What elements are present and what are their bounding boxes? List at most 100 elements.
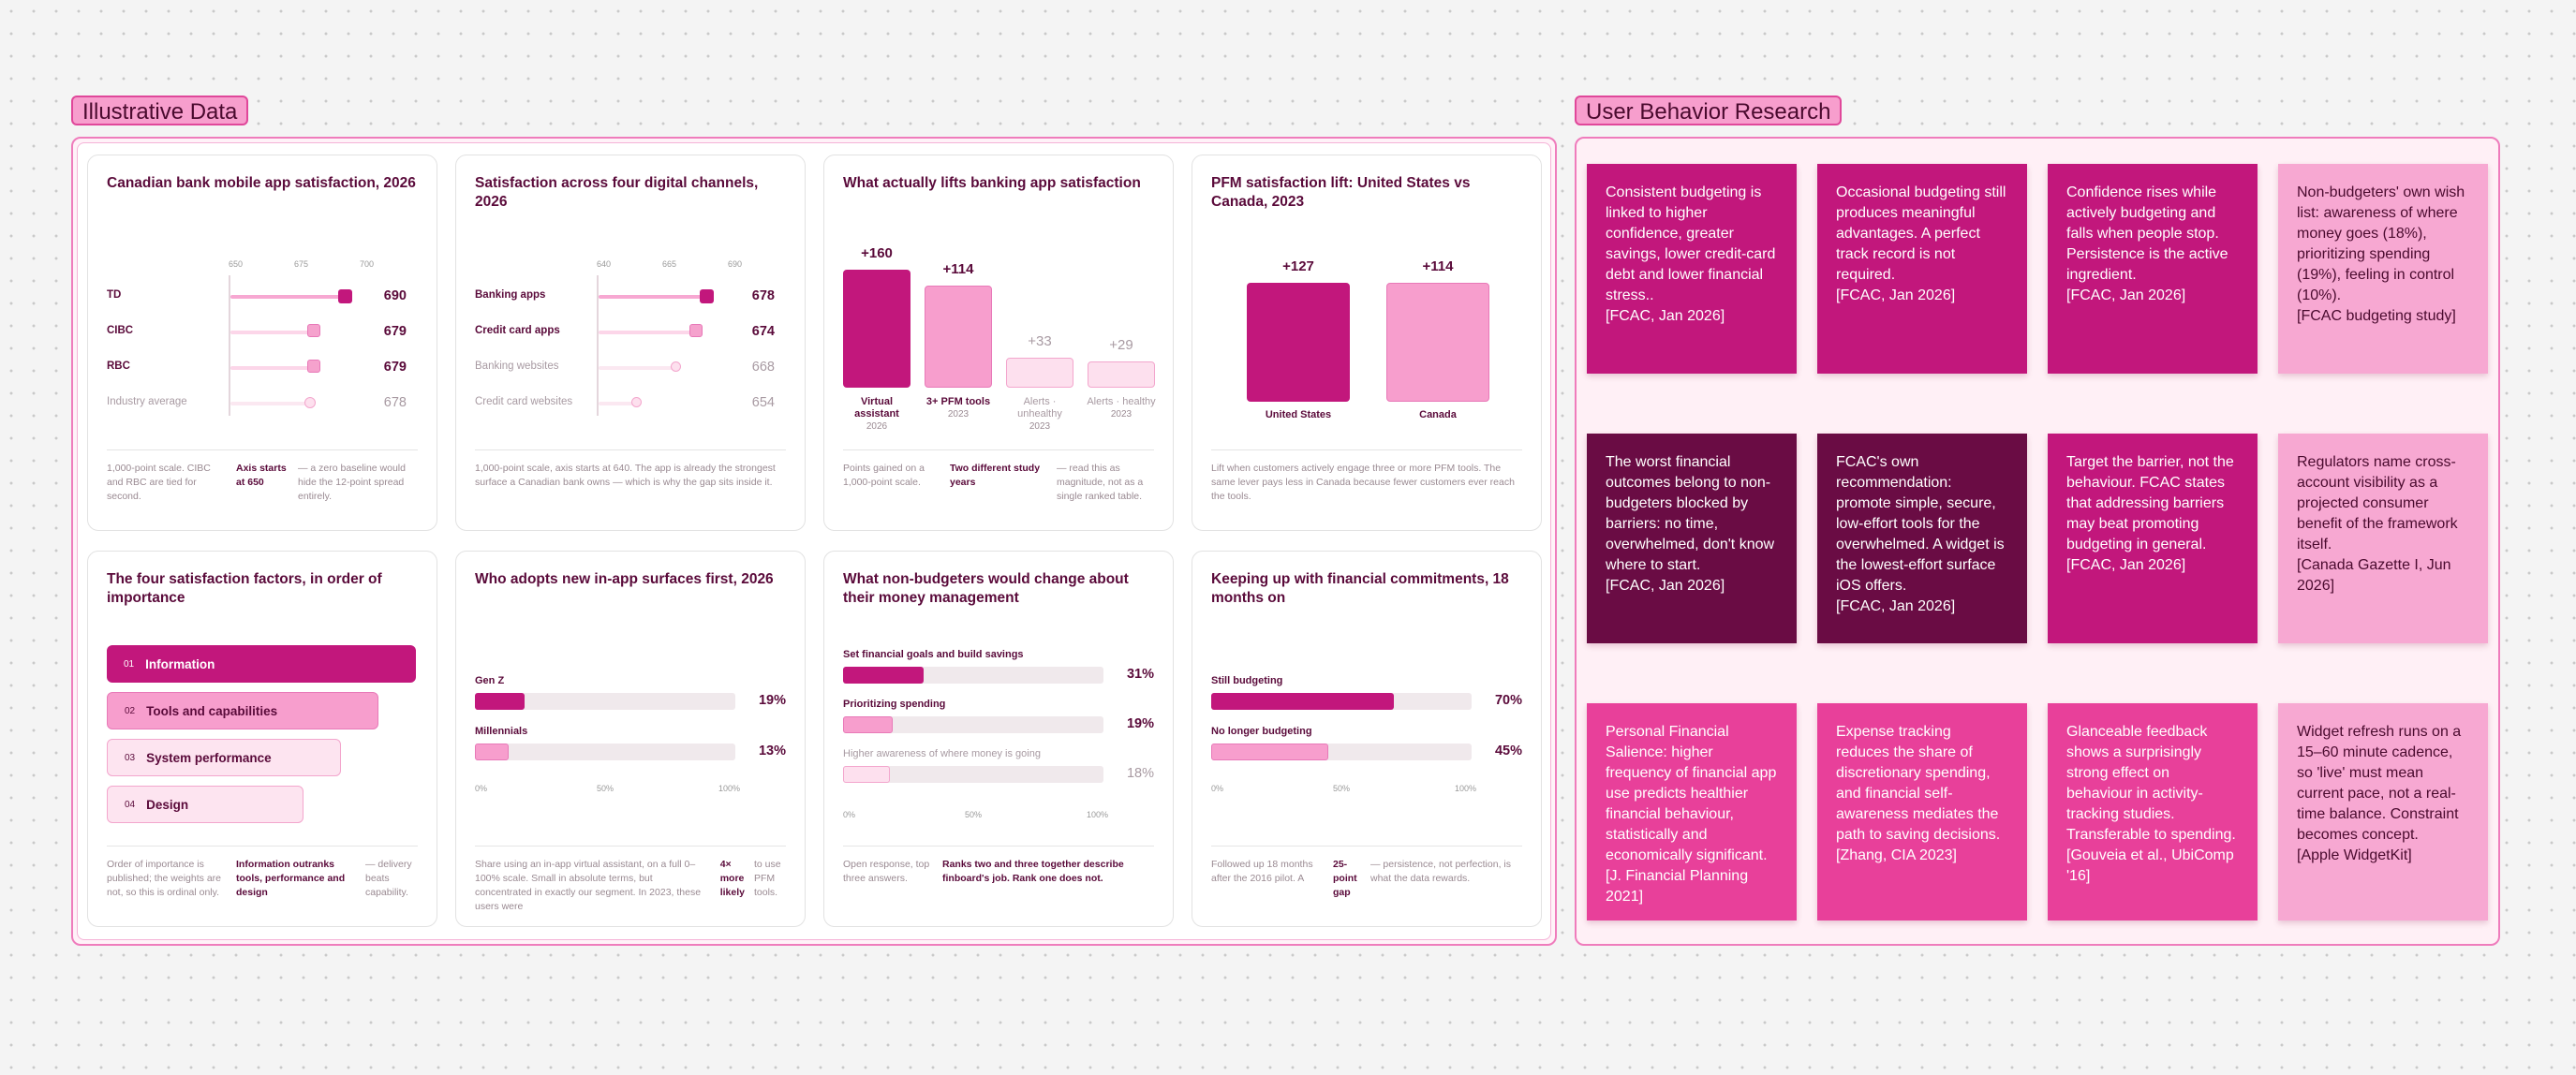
research-note[interactable]: Confidence rises while actively budgetin… xyxy=(2048,164,2258,374)
bar-value-still-budgeting: 70% xyxy=(1494,693,1522,708)
axis-tick: 100% xyxy=(718,784,741,793)
lollipop-dot-credit-card-apps xyxy=(689,324,703,337)
bar-label-millennials: Millennials xyxy=(475,726,528,737)
note-text: Regulators name cross-account visibility… xyxy=(2297,454,2458,552)
lollipop-dot-td xyxy=(338,289,352,303)
bar-value-pfm-tools: +114 xyxy=(942,261,974,277)
card-title: Keeping up with financial commitments, 1… xyxy=(1211,571,1509,606)
bar-track-awareness xyxy=(843,766,1103,783)
row-label-cibc: CIBC xyxy=(107,325,134,336)
research-note[interactable]: Regulators name cross-account visibility… xyxy=(2278,434,2488,643)
note-citation: [FCAC, Jan 2026] xyxy=(2066,557,2186,573)
bar-label-still-budgeting: Still budgeting xyxy=(1211,675,1283,686)
research-note[interactable]: FCAC's own recommendation: promote simpl… xyxy=(1817,434,2027,643)
note-citation: [FCAC, Jan 2026] xyxy=(2066,287,2186,303)
note-citation: [FCAC budgeting study] xyxy=(2297,308,2456,324)
card-footnote: Open response, top three answers. Ranks … xyxy=(843,846,1154,886)
bar-canada xyxy=(1386,283,1489,402)
lollipop-line-banking-websites xyxy=(599,366,674,370)
bar-value-virtual-assistant: +160 xyxy=(861,245,893,261)
card-non-budgeters-changes[interactable]: What non-budgeters would change about th… xyxy=(823,551,1174,927)
bar-alerts-unhealthy xyxy=(1006,358,1073,388)
note-citation: [Gouveia et al., UbiComp '16] xyxy=(2066,847,2234,884)
axis-tick: 665 xyxy=(662,259,677,269)
factor-information: 01 Information xyxy=(107,645,416,683)
axis-tick: 0% xyxy=(475,784,488,793)
research-note[interactable]: Occasional budgeting still produces mean… xyxy=(1817,164,2027,374)
row-label-credit-card-apps: Credit card apps xyxy=(475,325,560,336)
research-note[interactable]: Widget refresh runs on a 15–60 minute ca… xyxy=(2278,703,2488,920)
bar-value-goals: 31% xyxy=(1126,667,1154,682)
card-satisfaction-lifts[interactable]: What actually lifts banking app satisfac… xyxy=(823,155,1174,531)
lollipop-line-td xyxy=(230,295,343,299)
card-financial-commitments[interactable]: Keeping up with financial commitments, 1… xyxy=(1192,551,1542,927)
axis-tick: 50% xyxy=(1333,784,1351,793)
card-bank-app-satisfaction[interactable]: Canadian bank mobile app satisfaction, 2… xyxy=(87,155,437,531)
note-text: Glanceable feedback shows a surprisingly… xyxy=(2066,724,2236,843)
bar-label-awareness: Higher awareness of where money is going xyxy=(843,748,1041,759)
card-in-app-adoption[interactable]: Who adopts new in-app surfaces first, 20… xyxy=(455,551,806,927)
bar-track-millennials xyxy=(475,744,735,760)
bar-pfm-tools xyxy=(925,286,992,388)
note-text: Target the barrier, not the behaviour. F… xyxy=(2066,454,2234,552)
lollipop-line-industry xyxy=(230,402,310,405)
bar-united-states xyxy=(1247,283,1350,402)
research-note[interactable]: Personal Financial Salience: higher freq… xyxy=(1587,703,1797,920)
card-satisfaction-factors[interactable]: The four satisfaction factors, in order … xyxy=(87,551,437,927)
lollipop-line-rbc xyxy=(230,366,315,370)
bar-label-alerts-healthy: Alerts · healthy 2023 xyxy=(1087,396,1156,420)
row-label-credit-card-websites: Credit card websites xyxy=(475,396,573,407)
card-footnote: 1,000-point scale, axis starts at 640. T… xyxy=(475,449,786,490)
card-title: What actually lifts banking app satisfac… xyxy=(843,175,1141,191)
lollipop-dot-cibc xyxy=(307,324,320,337)
row-value-credit-card-websites: 654 xyxy=(751,395,775,410)
row-value-cibc: 679 xyxy=(383,324,407,339)
axis-tick: 100% xyxy=(1087,810,1109,819)
row-value-industry-average: 678 xyxy=(383,395,407,410)
lollipop-dot-rbc xyxy=(307,360,320,373)
section-label-illustrative: Illustrative Data xyxy=(71,96,249,125)
bar-alerts-healthy xyxy=(1088,361,1155,388)
research-note[interactable]: Non-budgeters' own wish list: awareness … xyxy=(2278,164,2488,374)
note-text: Occasional budgeting still produces mean… xyxy=(1836,184,2006,283)
row-value-td: 690 xyxy=(383,288,407,303)
card-footnote: Order of importance is published; the we… xyxy=(107,846,418,900)
lollipop-line-cibc xyxy=(230,331,315,334)
bar-value-no-longer-budgeting: 45% xyxy=(1494,744,1522,758)
bar-value-alerts-healthy: +29 xyxy=(1109,337,1133,353)
bar-fill-prioritizing xyxy=(843,716,893,733)
lollipop-dot-banking-websites xyxy=(671,361,681,372)
card-footnote: Share using an in-app virtual assistant,… xyxy=(475,846,786,914)
bar-label-gen-z: Gen Z xyxy=(475,675,505,686)
card-pfm-us-vs-canada[interactable]: PFM satisfaction lift: United States vs … xyxy=(1192,155,1542,531)
card-title: Satisfaction across four digital channel… xyxy=(475,175,759,210)
note-citation: [FCAC, Jan 2026] xyxy=(1606,578,1725,594)
card-title: Canadian bank mobile app satisfaction, 2… xyxy=(107,175,416,191)
axis-tick: 690 xyxy=(728,259,743,269)
note-citation: [FCAC, Jan 2026] xyxy=(1836,287,1956,303)
note-text: FCAC's own recommendation: promote simpl… xyxy=(1836,454,2005,594)
research-note[interactable]: Expense tracking reduces the share of di… xyxy=(1817,703,2027,920)
bar-track-prioritizing xyxy=(843,716,1103,733)
research-note[interactable]: Target the barrier, not the behaviour. F… xyxy=(2048,434,2258,643)
bar-value-awareness: 18% xyxy=(1126,766,1154,781)
axis-tick: 675 xyxy=(294,259,309,269)
research-note[interactable]: Consistent budgeting is linked to higher… xyxy=(1587,164,1797,374)
bar-value-united-states: +127 xyxy=(1282,258,1314,274)
bar-fill-millennials xyxy=(475,744,509,760)
row-label-rbc: RBC xyxy=(107,361,130,372)
factor-tools: 02 Tools and capabilities xyxy=(107,692,378,729)
bar-fill-goals xyxy=(843,667,924,684)
lollipop-dot-credit-card-websites xyxy=(631,397,642,407)
research-note[interactable]: The worst financial outcomes belong to n… xyxy=(1587,434,1797,643)
bar-label-pfm-tools: 3+ PFM tools 2023 xyxy=(925,396,991,420)
bar-value-prioritizing: 19% xyxy=(1126,716,1154,731)
bar-label-goals: Set financial goals and build savings xyxy=(843,649,1024,660)
card-footnote: Followed up 18 months after the 2016 pil… xyxy=(1211,846,1522,900)
research-note[interactable]: Glanceable feedback shows a surprisingly… xyxy=(2048,703,2258,920)
card-digital-channels[interactable]: Satisfaction across four digital channel… xyxy=(455,155,806,531)
axis-tick: 0% xyxy=(843,810,856,819)
row-value-banking-apps: 678 xyxy=(751,288,775,303)
axis-tick: 100% xyxy=(1455,784,1477,793)
bar-track-still-budgeting xyxy=(1211,693,1472,710)
